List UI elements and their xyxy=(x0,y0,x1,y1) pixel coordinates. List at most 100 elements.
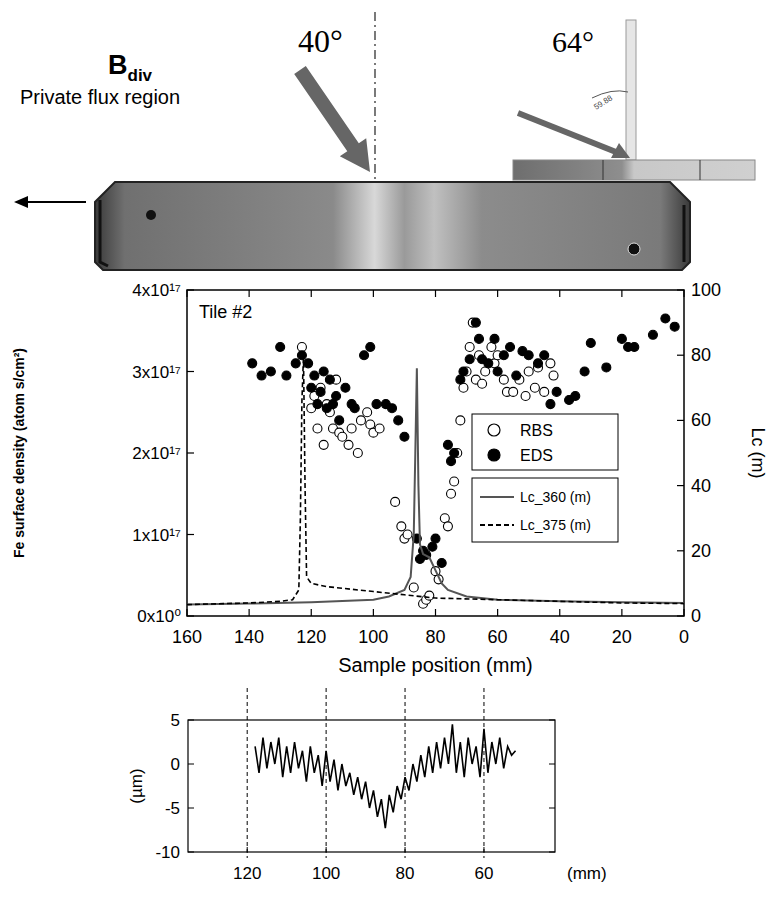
x-axis-title: (mm) xyxy=(567,864,607,883)
eds-point xyxy=(319,367,328,376)
x-tick xyxy=(247,847,248,852)
x-tick xyxy=(373,290,374,297)
rbs-point xyxy=(363,408,372,417)
y-axis-title: (µm) xyxy=(127,768,146,803)
lc-line xyxy=(187,368,684,604)
y2-tick-label: 20 xyxy=(691,541,711,561)
eds-point xyxy=(484,359,493,368)
rbs-point xyxy=(443,522,452,531)
y-tick-label: 4x10¹⁷ xyxy=(132,281,181,300)
x-tick xyxy=(435,290,436,297)
panel-annotation: Tile #2 xyxy=(199,302,252,322)
eds-point xyxy=(580,367,589,376)
profile-line xyxy=(255,724,515,828)
region-label: Private flux region xyxy=(20,86,180,108)
x-tick xyxy=(559,290,560,297)
y2-tick-label: 0 xyxy=(691,606,701,626)
rbs-point xyxy=(409,583,418,592)
y-tick xyxy=(187,534,194,535)
eds-point xyxy=(534,359,543,368)
y-tick-label: 0 xyxy=(171,755,180,774)
eds-point xyxy=(617,334,626,343)
inset-wall xyxy=(626,20,636,160)
x-tick-label: 0 xyxy=(679,627,689,647)
eds-point xyxy=(459,367,468,376)
grid-line xyxy=(483,688,484,858)
y2-tick-label: 100 xyxy=(691,280,721,300)
x-tick xyxy=(497,609,498,616)
eds-point xyxy=(490,334,499,343)
legend-marker xyxy=(488,449,500,461)
y2-tick xyxy=(677,615,684,616)
rbs-point xyxy=(403,530,412,539)
y2-tick xyxy=(677,420,684,421)
eds-point xyxy=(661,314,670,323)
eds-point xyxy=(310,371,319,380)
inset-arrow-head xyxy=(611,143,630,158)
rbs-point xyxy=(375,424,384,433)
rbs-point xyxy=(524,367,533,376)
eds-point xyxy=(552,387,561,396)
rbs-point xyxy=(549,371,558,380)
eds-point xyxy=(506,343,515,352)
inset-tile xyxy=(513,160,755,180)
arrow-head xyxy=(14,196,28,208)
eds-point xyxy=(366,343,375,352)
rbs-point xyxy=(356,416,365,425)
rbs-point xyxy=(465,343,474,352)
eds-point xyxy=(257,371,266,380)
y-axis-title: Fe surface density (atom s/cm²) xyxy=(11,348,27,558)
x-tick-label: 80 xyxy=(425,627,445,647)
x-tick xyxy=(311,609,312,616)
x-tick-label: 100 xyxy=(358,627,388,647)
y-tick-label: 2x10¹⁷ xyxy=(132,444,181,463)
eds-point xyxy=(443,440,452,449)
x-tick xyxy=(621,609,622,616)
angle-label: 64° xyxy=(552,25,594,58)
y-tick-label: 5 xyxy=(171,711,180,730)
eds-point xyxy=(450,449,459,458)
y2-axis-title: Lc (m) xyxy=(748,428,768,479)
x-tick-label: 80 xyxy=(396,864,415,883)
x-tick-label: 120 xyxy=(233,864,261,883)
y2-tick xyxy=(677,485,684,486)
x-tick xyxy=(683,290,684,297)
inset-mark xyxy=(603,160,604,180)
angle-label: 40° xyxy=(298,23,343,59)
eds-point xyxy=(630,343,639,352)
y2-tick-label: 80 xyxy=(691,345,711,365)
rbs-point xyxy=(338,432,347,441)
y-tick xyxy=(549,808,555,809)
eds-point xyxy=(670,322,679,331)
eds-point xyxy=(313,400,322,409)
rbs-point xyxy=(397,522,406,531)
x-tick xyxy=(497,290,498,297)
normal-line xyxy=(374,12,375,192)
eds-point xyxy=(524,351,533,360)
y-tick xyxy=(549,764,555,765)
rbs-point xyxy=(344,440,353,449)
rbs-point xyxy=(530,383,539,392)
x-tick xyxy=(326,847,327,852)
x-tick-label: 20 xyxy=(612,627,632,647)
eds-point xyxy=(474,334,483,343)
rbs-point xyxy=(456,416,465,425)
eds-point xyxy=(332,391,341,400)
rbs-point xyxy=(499,375,508,384)
eds-point xyxy=(546,400,555,409)
y-tick-label: -10 xyxy=(155,843,180,862)
y-tick xyxy=(188,720,194,721)
tile-photo xyxy=(95,182,690,270)
y-tick xyxy=(187,371,194,372)
eds-point xyxy=(499,351,508,360)
y-tick-label: 3x10¹⁷ xyxy=(132,363,181,382)
eds-point xyxy=(350,404,359,413)
x-tick xyxy=(435,609,436,616)
legend-box xyxy=(472,478,618,542)
eds-point xyxy=(471,318,480,327)
y-tick xyxy=(187,452,194,453)
eds-point xyxy=(276,343,285,352)
x-tick xyxy=(683,609,684,616)
y-tick-label: -5 xyxy=(165,799,180,818)
x-tick-label: 60 xyxy=(488,627,508,647)
